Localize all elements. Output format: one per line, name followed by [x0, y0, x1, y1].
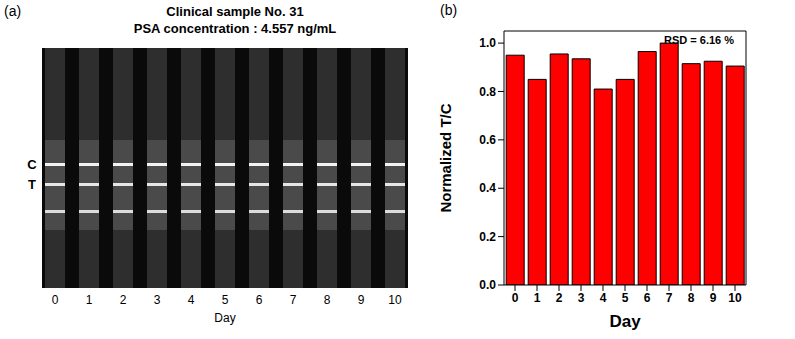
svg-text:2: 2 [120, 293, 127, 307]
svg-text:7: 7 [290, 293, 297, 307]
svg-text:4: 4 [188, 293, 195, 307]
svg-text:2: 2 [556, 291, 563, 305]
svg-text:3: 3 [578, 291, 585, 305]
svg-text:T: T [28, 177, 36, 192]
svg-text:10: 10 [388, 293, 402, 307]
html-text:RSD = 6.16 %: RSD = 6.16 % [664, 34, 734, 46]
svg-text:10: 10 [728, 291, 742, 305]
html-text:(b): (b) [440, 2, 458, 18]
svg-text:0.2: 0.2 [479, 230, 496, 244]
svg-text:Clinical sample No. 31: Clinical sample No. 31 [166, 4, 303, 19]
svg-text:0: 0 [52, 293, 59, 307]
svg-text:7: 7 [666, 291, 673, 305]
svg-text:Day: Day [609, 312, 641, 331]
svg-text:C: C [27, 157, 37, 172]
svg-text:PSA concentration : 4.557 ng/m: PSA concentration : 4.557 ng/mL [134, 21, 337, 36]
svg-text:1: 1 [534, 291, 541, 305]
svg-text:5: 5 [222, 293, 229, 307]
svg-text:1.0: 1.0 [479, 36, 496, 50]
svg-text:5: 5 [622, 291, 629, 305]
svg-text:1: 1 [86, 293, 93, 307]
svg-text:6: 6 [644, 291, 651, 305]
svg-text:0.6: 0.6 [479, 133, 496, 147]
svg-text:8: 8 [324, 293, 331, 307]
svg-text:(a): (a) [4, 3, 21, 19]
svg-text:9: 9 [710, 291, 717, 305]
svg-text:0: 0 [512, 291, 519, 305]
svg-text:8: 8 [688, 291, 695, 305]
svg-text:0.8: 0.8 [479, 85, 496, 99]
svg-text:3: 3 [154, 293, 161, 307]
svg-text:0.0: 0.0 [479, 278, 496, 292]
svg-text:4: 4 [600, 291, 607, 305]
svg-text:6: 6 [256, 293, 263, 307]
svg-text:Normalized T/C: Normalized T/C [437, 103, 454, 212]
svg-text:0.4: 0.4 [479, 181, 496, 195]
svg-text:Day: Day [214, 311, 235, 325]
svg-text:9: 9 [358, 293, 365, 307]
